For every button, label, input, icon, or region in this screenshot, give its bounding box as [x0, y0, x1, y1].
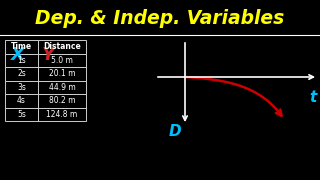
Text: Distance: Distance [43, 42, 81, 51]
Text: 3s: 3s [17, 83, 26, 92]
Text: Dep. & Indep. Variables: Dep. & Indep. Variables [36, 8, 284, 28]
Text: 1s: 1s [17, 56, 26, 65]
Bar [5, 53, 38, 67]
Text: 44.9 m: 44.9 m [49, 83, 76, 92]
Text: D: D [169, 123, 181, 138]
Text: 124.8 m: 124.8 m [46, 110, 78, 119]
Text: 20.1 m: 20.1 m [49, 69, 75, 78]
Bar [5, 40, 38, 53]
Text: 2s: 2s [17, 69, 26, 78]
Bar [38, 53, 86, 67]
Bar [5, 80, 38, 94]
Bar [5, 107, 38, 121]
Bar [5, 67, 38, 80]
Text: Y: Y [42, 46, 54, 64]
Text: t: t [309, 89, 316, 105]
Bar [38, 67, 86, 80]
Text: 5s: 5s [17, 110, 26, 119]
Text: 5.0 m: 5.0 m [51, 56, 73, 65]
Text: 4s: 4s [17, 96, 26, 105]
Text: Time: Time [11, 42, 32, 51]
Bar [38, 80, 86, 94]
Bar [5, 94, 38, 107]
Text: 80.2 m: 80.2 m [49, 96, 75, 105]
Bar [38, 94, 86, 107]
Text: X: X [11, 46, 25, 64]
Bar [38, 40, 86, 53]
Bar [38, 107, 86, 121]
